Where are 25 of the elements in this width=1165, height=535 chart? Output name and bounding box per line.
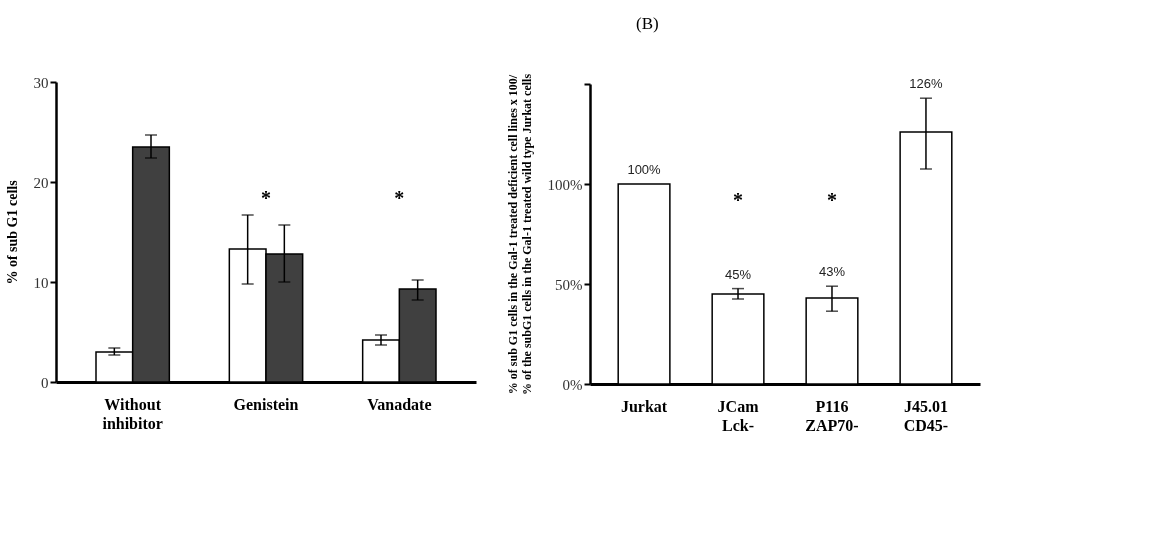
y-tick-label: 0%	[562, 376, 583, 393]
y-axis-title: % of sub G1 cells in the Gal-1 treated deficient cell lines x 100/ % of the subG1 cells in the Gal-1 treated wild type Jurkat cells	[505, 73, 534, 396]
chart-title: (B)	[636, 14, 659, 34]
y-tick-label: 10	[33, 274, 49, 291]
annotation: *	[394, 187, 405, 209]
x-tick-label: Without inhibitor	[102, 395, 163, 432]
data-label: 43%	[818, 264, 846, 280]
x-tick-label: P116 ZAP70-	[805, 397, 859, 434]
x-tick-label: Genistein	[233, 395, 299, 413]
y-axis-title: % of sub G1 cells	[4, 179, 20, 285]
x-tick-label: Vanadate	[367, 395, 432, 413]
y-tick-label: 0	[41, 374, 49, 391]
x-tick-label: Jurkat	[620, 397, 668, 415]
annotation: *	[826, 189, 837, 211]
x-tick-label: J45.01 CD45-	[903, 397, 949, 434]
annotation: *	[261, 187, 271, 209]
data-label: 126%	[909, 76, 944, 92]
y-tick-label: 30	[33, 74, 49, 91]
data-label: 45%	[725, 266, 752, 282]
y-tick-label: 50%	[555, 276, 583, 293]
y-tick-label: 100%	[547, 176, 583, 193]
data-label: 100%	[627, 162, 662, 177]
annotation: *	[733, 189, 744, 211]
x-tick-label: JCam Lck-	[717, 397, 760, 434]
y-tick-label: 20	[33, 174, 49, 191]
